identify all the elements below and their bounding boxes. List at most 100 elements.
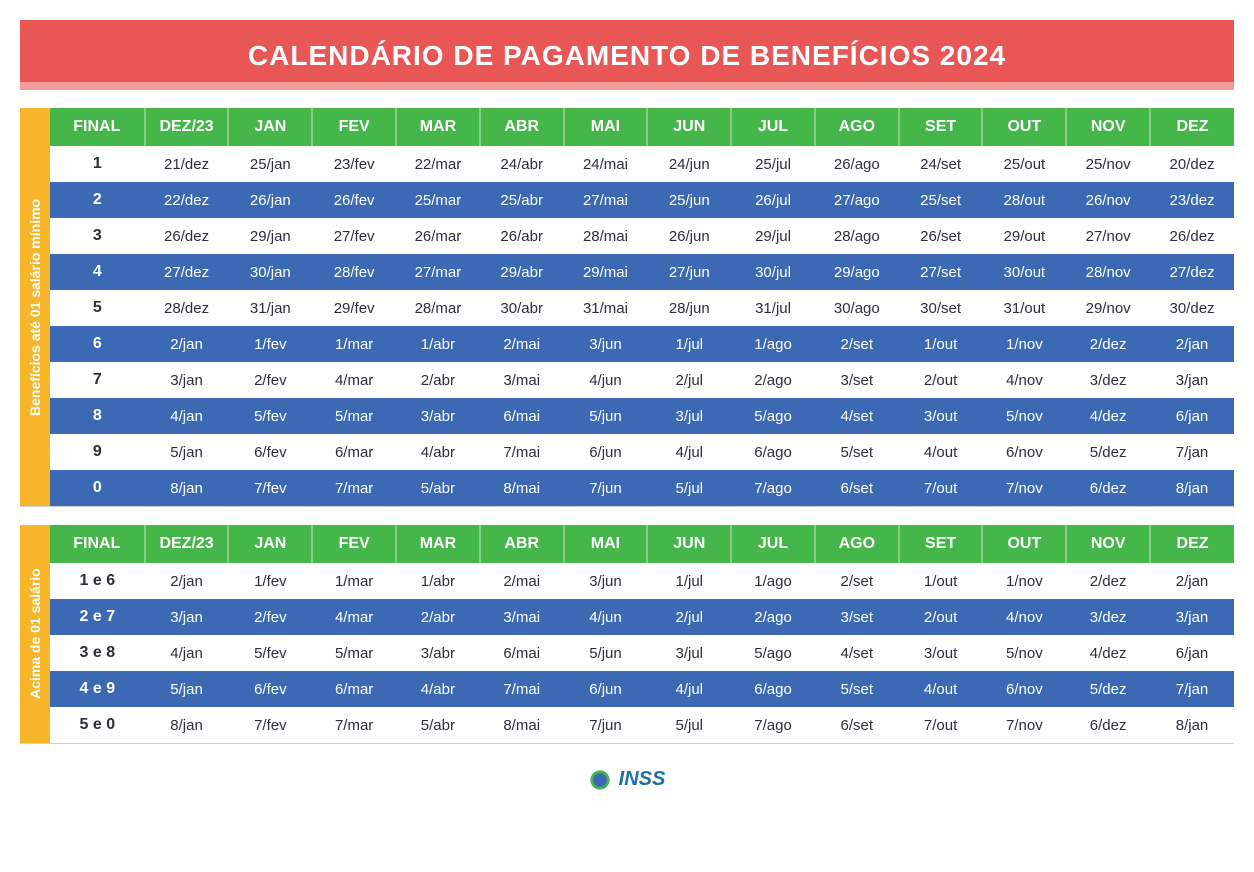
date-cell: 31/mai — [564, 290, 648, 326]
date-cell: 26/mar — [396, 218, 480, 254]
table-row: 84/jan5/fev5/mar3/abr6/mai5/jun3/jul5/ag… — [50, 398, 1234, 434]
date-cell: 7/out — [899, 470, 983, 506]
date-cell: 1/ago — [731, 326, 815, 362]
date-cell: 29/ago — [815, 254, 899, 290]
date-cell: 29/jul — [731, 218, 815, 254]
date-cell: 1/abr — [396, 563, 480, 599]
date-cell: 4/mar — [312, 599, 396, 635]
date-cell: 7/jan — [1150, 671, 1234, 707]
date-cell: 27/mar — [396, 254, 480, 290]
date-cell: 4/mar — [312, 362, 396, 398]
date-cell: 6/jun — [564, 434, 648, 470]
column-header: JUN — [647, 108, 731, 146]
date-cell: 25/out — [982, 146, 1066, 182]
final-cell: 6 — [50, 326, 145, 362]
date-cell: 4/out — [899, 434, 983, 470]
date-cell: 5/set — [815, 434, 899, 470]
date-cell: 3/jun — [564, 326, 648, 362]
date-cell: 27/dez — [145, 254, 229, 290]
table-row: 08/jan7/fev7/mar5/abr8/mai7/jun5/jul7/ag… — [50, 470, 1234, 506]
date-cell: 31/jan — [228, 290, 312, 326]
date-cell: 25/set — [899, 182, 983, 218]
date-cell: 6/mai — [480, 398, 564, 434]
date-cell: 26/jul — [731, 182, 815, 218]
date-cell: 4/set — [815, 635, 899, 671]
column-header: MAI — [564, 108, 648, 146]
table1-block: Benefícios até 01 salário mínimo FINALDE… — [20, 108, 1234, 507]
table-row: 1 e 62/jan1/fev1/mar1/abr2/mai3/jun1/jul… — [50, 563, 1234, 599]
column-header: OUT — [982, 525, 1066, 563]
date-cell: 23/fev — [312, 146, 396, 182]
date-cell: 2/set — [815, 563, 899, 599]
column-header: JUN — [647, 525, 731, 563]
table-row: 5 e 08/jan7/fev7/mar5/abr8/mai7/jun5/jul… — [50, 707, 1234, 743]
date-cell: 24/jun — [647, 146, 731, 182]
date-cell: 2/jul — [647, 362, 731, 398]
column-header: JUL — [731, 525, 815, 563]
date-cell: 8/mai — [480, 707, 564, 743]
final-cell: 1 — [50, 146, 145, 182]
date-cell: 2/jan — [1150, 563, 1234, 599]
date-cell: 27/mai — [564, 182, 648, 218]
date-cell: 1/jul — [647, 326, 731, 362]
date-cell: 30/dez — [1150, 290, 1234, 326]
date-cell: 26/abr — [480, 218, 564, 254]
date-cell: 6/jun — [564, 671, 648, 707]
date-cell: 3/dez — [1066, 599, 1150, 635]
column-header: DEZ — [1150, 525, 1234, 563]
column-header: JAN — [228, 108, 312, 146]
date-cell: 2/set — [815, 326, 899, 362]
date-cell: 25/jan — [228, 146, 312, 182]
date-cell: 2/mai — [480, 563, 564, 599]
date-cell: 5/nov — [982, 635, 1066, 671]
date-cell: 7/mar — [312, 470, 396, 506]
date-cell: 4/out — [899, 671, 983, 707]
column-header: AGO — [815, 525, 899, 563]
date-cell: 3/out — [899, 635, 983, 671]
date-cell: 6/ago — [731, 434, 815, 470]
column-header: AGO — [815, 108, 899, 146]
date-cell: 6/fev — [228, 434, 312, 470]
column-header: SET — [899, 525, 983, 563]
date-cell: 4/nov — [982, 362, 1066, 398]
table2: FINALDEZ/23JANFEVMARABRMAIJUNJULAGOSETOU… — [50, 525, 1234, 743]
table1-header-row: FINALDEZ/23JANFEVMARABRMAIJUNJULAGOSETOU… — [50, 108, 1234, 146]
date-cell: 3/mai — [480, 362, 564, 398]
date-cell: 4/jan — [145, 398, 229, 434]
date-cell: 30/jul — [731, 254, 815, 290]
date-cell: 4/jul — [647, 671, 731, 707]
column-header: SET — [899, 108, 983, 146]
date-cell: 2/ago — [731, 362, 815, 398]
date-cell: 3/jan — [1150, 599, 1234, 635]
column-header: OUT — [982, 108, 1066, 146]
table-row: 121/dez25/jan23/fev22/mar24/abr24/mai24/… — [50, 146, 1234, 182]
column-header: ABR — [480, 108, 564, 146]
column-header: DEZ — [1150, 108, 1234, 146]
final-cell: 3 — [50, 218, 145, 254]
column-header: FINAL — [50, 525, 145, 563]
date-cell: 5/set — [815, 671, 899, 707]
date-cell: 4/abr — [396, 434, 480, 470]
date-cell: 2/jan — [145, 563, 229, 599]
column-header: NOV — [1066, 108, 1150, 146]
date-cell: 5/jun — [564, 398, 648, 434]
page-title: CALENDÁRIO DE PAGAMENTO DE BENEFÍCIOS 20… — [20, 40, 1234, 72]
date-cell: 26/fev — [312, 182, 396, 218]
date-cell: 29/abr — [480, 254, 564, 290]
date-cell: 5/nov — [982, 398, 1066, 434]
date-cell: 3/set — [815, 362, 899, 398]
date-cell: 28/jun — [647, 290, 731, 326]
date-cell: 7/fev — [228, 707, 312, 743]
date-cell: 23/dez — [1150, 182, 1234, 218]
date-cell: 30/abr — [480, 290, 564, 326]
date-cell: 24/set — [899, 146, 983, 182]
date-cell: 7/out — [899, 707, 983, 743]
table2-header-row: FINALDEZ/23JANFEVMARABRMAIJUNJULAGOSETOU… — [50, 525, 1234, 563]
date-cell: 27/ago — [815, 182, 899, 218]
date-cell: 5/abr — [396, 470, 480, 506]
date-cell: 5/dez — [1066, 434, 1150, 470]
date-cell: 1/abr — [396, 326, 480, 362]
date-cell: 8/jan — [1150, 707, 1234, 743]
date-cell: 3/jan — [145, 599, 229, 635]
date-cell: 25/mar — [396, 182, 480, 218]
